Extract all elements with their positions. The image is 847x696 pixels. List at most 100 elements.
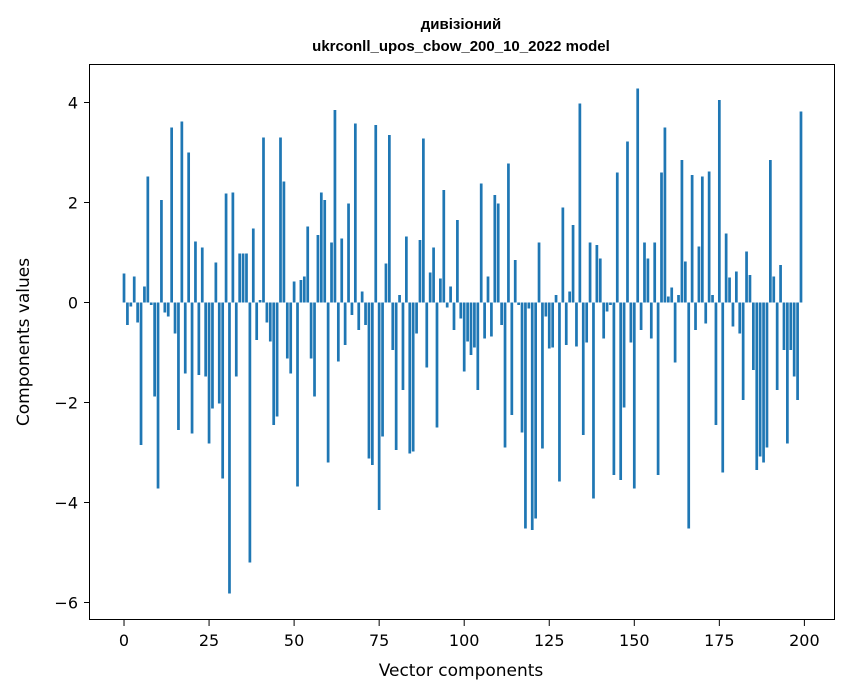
bar-179 [731,302,735,327]
bar-120 [530,302,534,530]
bar-52 [299,280,303,303]
bar-59 [323,200,327,303]
bar-189 [765,302,769,448]
bar-129 [561,207,565,303]
bar-176 [721,302,725,473]
bar-77 [384,263,388,303]
bar-73 [370,302,374,465]
bar-33 [234,302,238,377]
bar-102 [469,302,473,355]
bar-21 [194,241,197,303]
bar-67 [350,302,354,315]
bar-68 [353,123,357,303]
bar-28 [217,302,221,404]
bar-66 [347,203,350,303]
bar-54 [306,226,310,303]
bar-160 [666,296,670,303]
bar-31 [228,302,231,594]
bar-61 [330,242,333,303]
x-axis-ticks: 0 25 50 75 100 125 150 175 200 [119,620,820,650]
bar-186 [755,302,759,470]
bar-46 [279,137,282,303]
bar-18 [183,302,187,374]
bar-124 [544,302,548,317]
bar-8 [149,302,153,305]
bar-47 [282,181,286,303]
bar-149 [629,302,633,343]
bar-188 [762,302,765,463]
bar-135 [581,302,585,435]
bar-157 [656,302,660,475]
bar-1 [126,302,129,325]
bar-192 [775,302,779,390]
bar-196 [789,302,793,350]
bar-16 [177,302,180,430]
bar-15 [173,302,177,334]
bar-167 [690,175,694,303]
bar-55 [309,302,313,359]
bar-26 [211,302,214,409]
bar-169 [697,246,701,303]
bar-35 [241,253,245,303]
bar-114 [510,302,514,415]
bar-42 [265,302,269,323]
bar-122 [537,242,541,303]
y-tick-label-1: −4 [54,494,78,513]
bar-142 [605,302,609,312]
bar-65 [343,302,347,345]
bar-116 [517,302,520,305]
bar-110 [496,203,500,303]
bar-96 [449,286,452,303]
bar-37 [248,302,252,563]
bar-170 [700,176,704,303]
bar-27 [214,262,218,303]
bar-23 [200,247,204,303]
bar-147 [622,302,626,408]
bar-12 [163,302,167,313]
bar-175 [717,100,721,303]
bar-79 [391,302,395,350]
bar-38 [251,228,255,303]
y-tick-label-0: −6 [54,594,78,613]
bar-51 [296,302,299,487]
bar-141 [602,302,606,339]
bar-159 [663,127,667,303]
bar-165 [683,261,687,303]
bar-158 [660,172,663,303]
bar-57 [316,235,320,303]
bar-22 [197,302,201,375]
bar-171 [704,302,708,324]
bar-136 [585,302,589,343]
y-tick-label-2: −2 [54,394,78,413]
bar-126 [551,302,555,348]
bar-49 [289,302,293,374]
bar-94 [442,190,446,303]
x-tick-label-0: 0 [119,631,129,650]
bar-13 [166,302,170,317]
bar-101 [466,302,469,342]
y-axis-label: Components values [14,258,34,426]
bar-168 [694,302,697,330]
bar-4 [136,302,139,323]
bar-58 [319,192,323,303]
bar-3 [132,276,136,303]
bar-85 [411,302,415,452]
chart-title-line-2: ukrconll_upos_cbow_200_10_2022 model [312,38,610,55]
bar-130 [564,302,568,345]
bar-63 [336,302,340,362]
bar-148 [626,141,629,303]
bar-111 [500,302,503,325]
bar-36 [245,253,248,303]
bar-183 [745,251,748,303]
y-tick-label-3: 0 [68,294,78,313]
bar-106 [483,302,486,339]
bar-107 [486,276,490,303]
bar-195 [786,302,789,444]
bar-44 [272,302,276,425]
bar-78 [388,135,391,303]
bar-191 [772,276,776,303]
bar-14 [170,127,174,303]
bar-74 [374,125,378,303]
bar-115 [513,260,517,303]
bar-11 [160,200,163,303]
